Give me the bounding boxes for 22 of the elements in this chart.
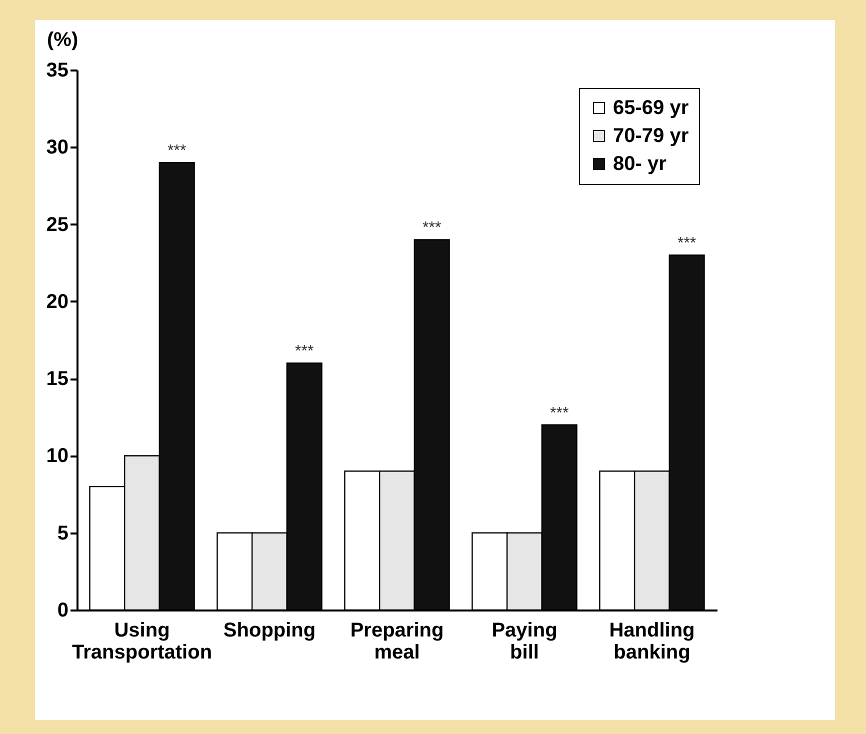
x-tick-label: Using Transportation [72,620,212,664]
legend-label: 80- yr [613,153,667,175]
annotation: *** [550,404,569,422]
x-tick-label: Paying bill [492,620,558,664]
x-tick-label: Shopping [223,620,316,642]
annotation: *** [295,343,314,360]
annotation: *** [168,142,186,160]
y-axis-title: (%) [47,29,78,51]
y-tick-label: 15 [46,368,68,390]
y-tick-label: 20 [46,290,68,313]
y-tick-label: 10 [46,445,68,468]
x-tick-label: Preparing meal [350,620,444,664]
legend-label: 70-79 yr [613,125,689,147]
y-tick-label: 35 [46,60,68,82]
y-tick-label: 0 [57,600,68,622]
x-tick-label: Handling banking [609,620,695,664]
annotation: *** [677,235,696,252]
y-tick-label: 25 [46,214,68,236]
annotation: *** [422,220,442,237]
y-tick-label: 5 [57,522,68,544]
y-tick-label: 30 [46,136,68,159]
legend-label: 65-69 yr [613,97,689,119]
